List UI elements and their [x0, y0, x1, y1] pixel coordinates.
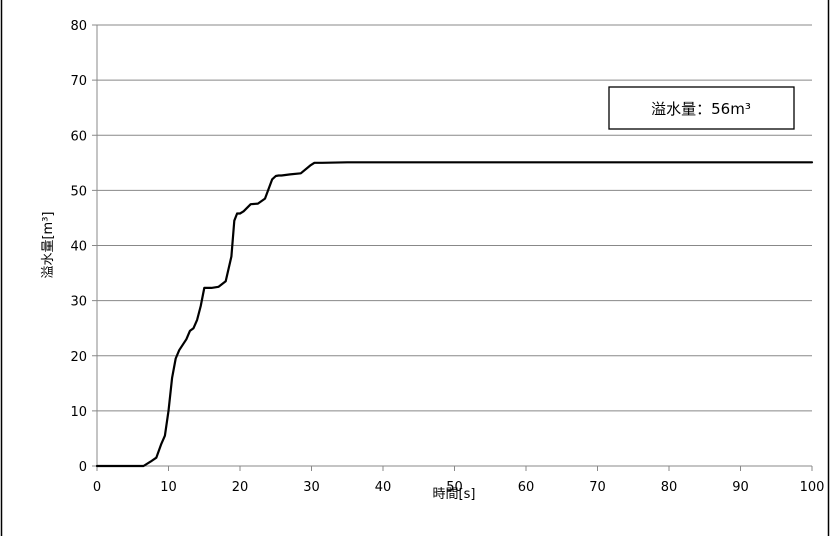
y-axis-title: 溢水量[m³]: [41, 211, 56, 278]
series-line-0: [95, 161, 814, 468]
y-tick-label-30: 30: [70, 295, 87, 310]
tick-labels: 0 10 20 30 40 50 60 70 80 0 10 20 30 40 50 60 70 80 90 100: [70, 19, 824, 495]
x-axis-title: 時間[s]: [433, 487, 476, 502]
axes: [92, 24, 813, 471]
x-tick-label-0: 0: [93, 480, 101, 495]
x-tick-label-100: 100: [800, 480, 825, 495]
y-tick-label-40: 40: [70, 240, 87, 255]
x-tick-label-70: 70: [589, 480, 606, 495]
annotation-box: 溢水量：56m³: [608, 86, 795, 130]
y-tick-label-0: 0: [79, 460, 87, 475]
y-tick-label-70: 70: [70, 74, 87, 89]
x-tick-label-90: 90: [732, 480, 749, 495]
y-tick-label-10: 10: [70, 405, 87, 420]
x-tick-label-20: 20: [232, 480, 249, 495]
x-tick-label-10: 10: [160, 480, 177, 495]
x-tick-label-60: 60: [518, 480, 535, 495]
x-tick-label-40: 40: [375, 480, 392, 495]
y-tick-label-20: 20: [70, 350, 87, 365]
annotation-text: 溢水量：56m³: [651, 100, 751, 118]
x-tick-label-80: 80: [661, 480, 678, 495]
y-tick-label-80: 80: [70, 19, 87, 34]
annotation-border: [608, 86, 795, 130]
x-tick-label-30: 30: [303, 480, 320, 495]
grid-lines: [97, 24, 812, 412]
series-layer: [95, 161, 814, 468]
y-tick-label-50: 50: [70, 184, 87, 199]
y-tick-label-60: 60: [70, 129, 87, 144]
x-tick-label-50: 50: [446, 480, 463, 495]
